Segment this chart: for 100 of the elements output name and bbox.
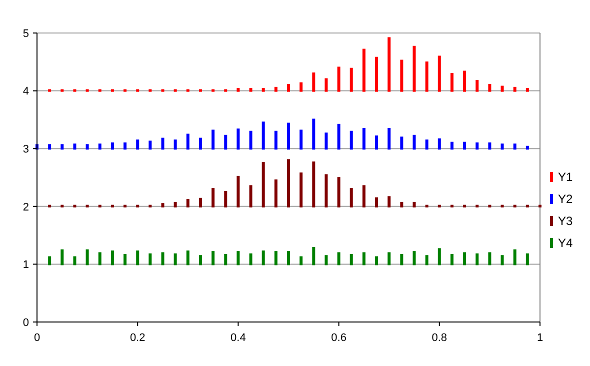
bar — [513, 86, 516, 92]
bar — [476, 253, 479, 266]
bar — [148, 204, 152, 208]
bar — [400, 60, 404, 92]
bar — [161, 252, 164, 266]
bar — [98, 252, 102, 266]
bar — [337, 124, 340, 150]
bar — [412, 202, 416, 208]
bar — [287, 84, 290, 92]
bar — [337, 66, 340, 92]
bar — [375, 197, 378, 208]
x-tick-label: 0.4 — [230, 332, 246, 344]
bar — [362, 128, 366, 150]
bar — [500, 86, 504, 92]
bar — [249, 185, 252, 208]
bar — [412, 134, 416, 150]
bar — [488, 204, 492, 208]
bar — [488, 252, 492, 266]
bar — [438, 56, 441, 92]
bar — [86, 204, 89, 208]
bar — [86, 89, 89, 92]
bar — [124, 204, 127, 208]
bar — [60, 204, 64, 208]
bar — [161, 138, 164, 150]
bar — [136, 204, 140, 208]
bar — [98, 144, 102, 150]
bar — [224, 134, 228, 150]
x-tick-label: 0 — [34, 332, 40, 344]
bar — [236, 176, 240, 208]
bar — [48, 89, 52, 92]
bar — [262, 88, 265, 92]
legend-label: Y1 — [558, 170, 574, 184]
bar — [236, 128, 240, 150]
bar — [98, 89, 102, 92]
bar — [425, 61, 428, 92]
bar — [73, 204, 76, 208]
bar — [236, 251, 240, 266]
bar — [60, 144, 64, 150]
bar — [375, 256, 378, 266]
bar — [274, 86, 278, 92]
bar — [375, 135, 378, 150]
bar — [425, 204, 428, 208]
legend-label: Y2 — [558, 192, 574, 206]
bar — [362, 252, 366, 266]
bar — [388, 196, 391, 208]
bar — [425, 255, 428, 266]
bar — [198, 255, 202, 266]
bar — [476, 142, 479, 150]
bar — [312, 161, 316, 208]
bar — [362, 48, 366, 92]
bar — [324, 132, 328, 150]
bar — [438, 248, 441, 266]
bar — [350, 130, 353, 150]
bar — [463, 142, 466, 150]
y-tick-label: 5 — [22, 28, 29, 40]
x-tick-label: 0.2 — [130, 332, 146, 344]
y-tick-label: 4 — [22, 86, 29, 98]
bar — [224, 254, 228, 266]
bar — [350, 68, 353, 92]
bar — [400, 254, 404, 266]
y-tick-label: 0 — [22, 316, 29, 329]
bar — [174, 89, 177, 92]
bar — [161, 89, 164, 92]
bar — [198, 138, 202, 150]
bar — [110, 142, 114, 150]
bar — [450, 142, 454, 150]
bar — [249, 130, 252, 150]
bar — [412, 46, 416, 92]
bar — [148, 89, 152, 92]
bar — [124, 254, 127, 266]
bar — [124, 142, 127, 150]
bar — [312, 72, 316, 92]
bar — [362, 185, 366, 208]
bar — [124, 89, 127, 92]
bar — [388, 128, 391, 150]
bar — [425, 140, 428, 150]
bar — [513, 144, 516, 150]
bar — [186, 250, 190, 266]
bar — [73, 144, 76, 150]
bar — [212, 130, 215, 150]
bar — [476, 80, 479, 92]
bar — [60, 89, 64, 92]
bar — [324, 255, 328, 266]
bar — [110, 204, 114, 208]
bar — [300, 256, 303, 266]
bar — [438, 138, 441, 150]
bar — [274, 130, 278, 150]
bar — [110, 250, 114, 266]
bar — [48, 144, 52, 150]
bar — [86, 249, 89, 266]
bar — [274, 179, 278, 208]
x-tick-label: 0.8 — [432, 332, 448, 344]
bar — [500, 204, 504, 208]
bar — [174, 202, 177, 208]
bar — [136, 89, 140, 92]
bar — [136, 140, 140, 150]
bar — [249, 253, 252, 266]
bar — [488, 84, 492, 92]
bar — [148, 253, 152, 266]
bar — [262, 122, 265, 150]
